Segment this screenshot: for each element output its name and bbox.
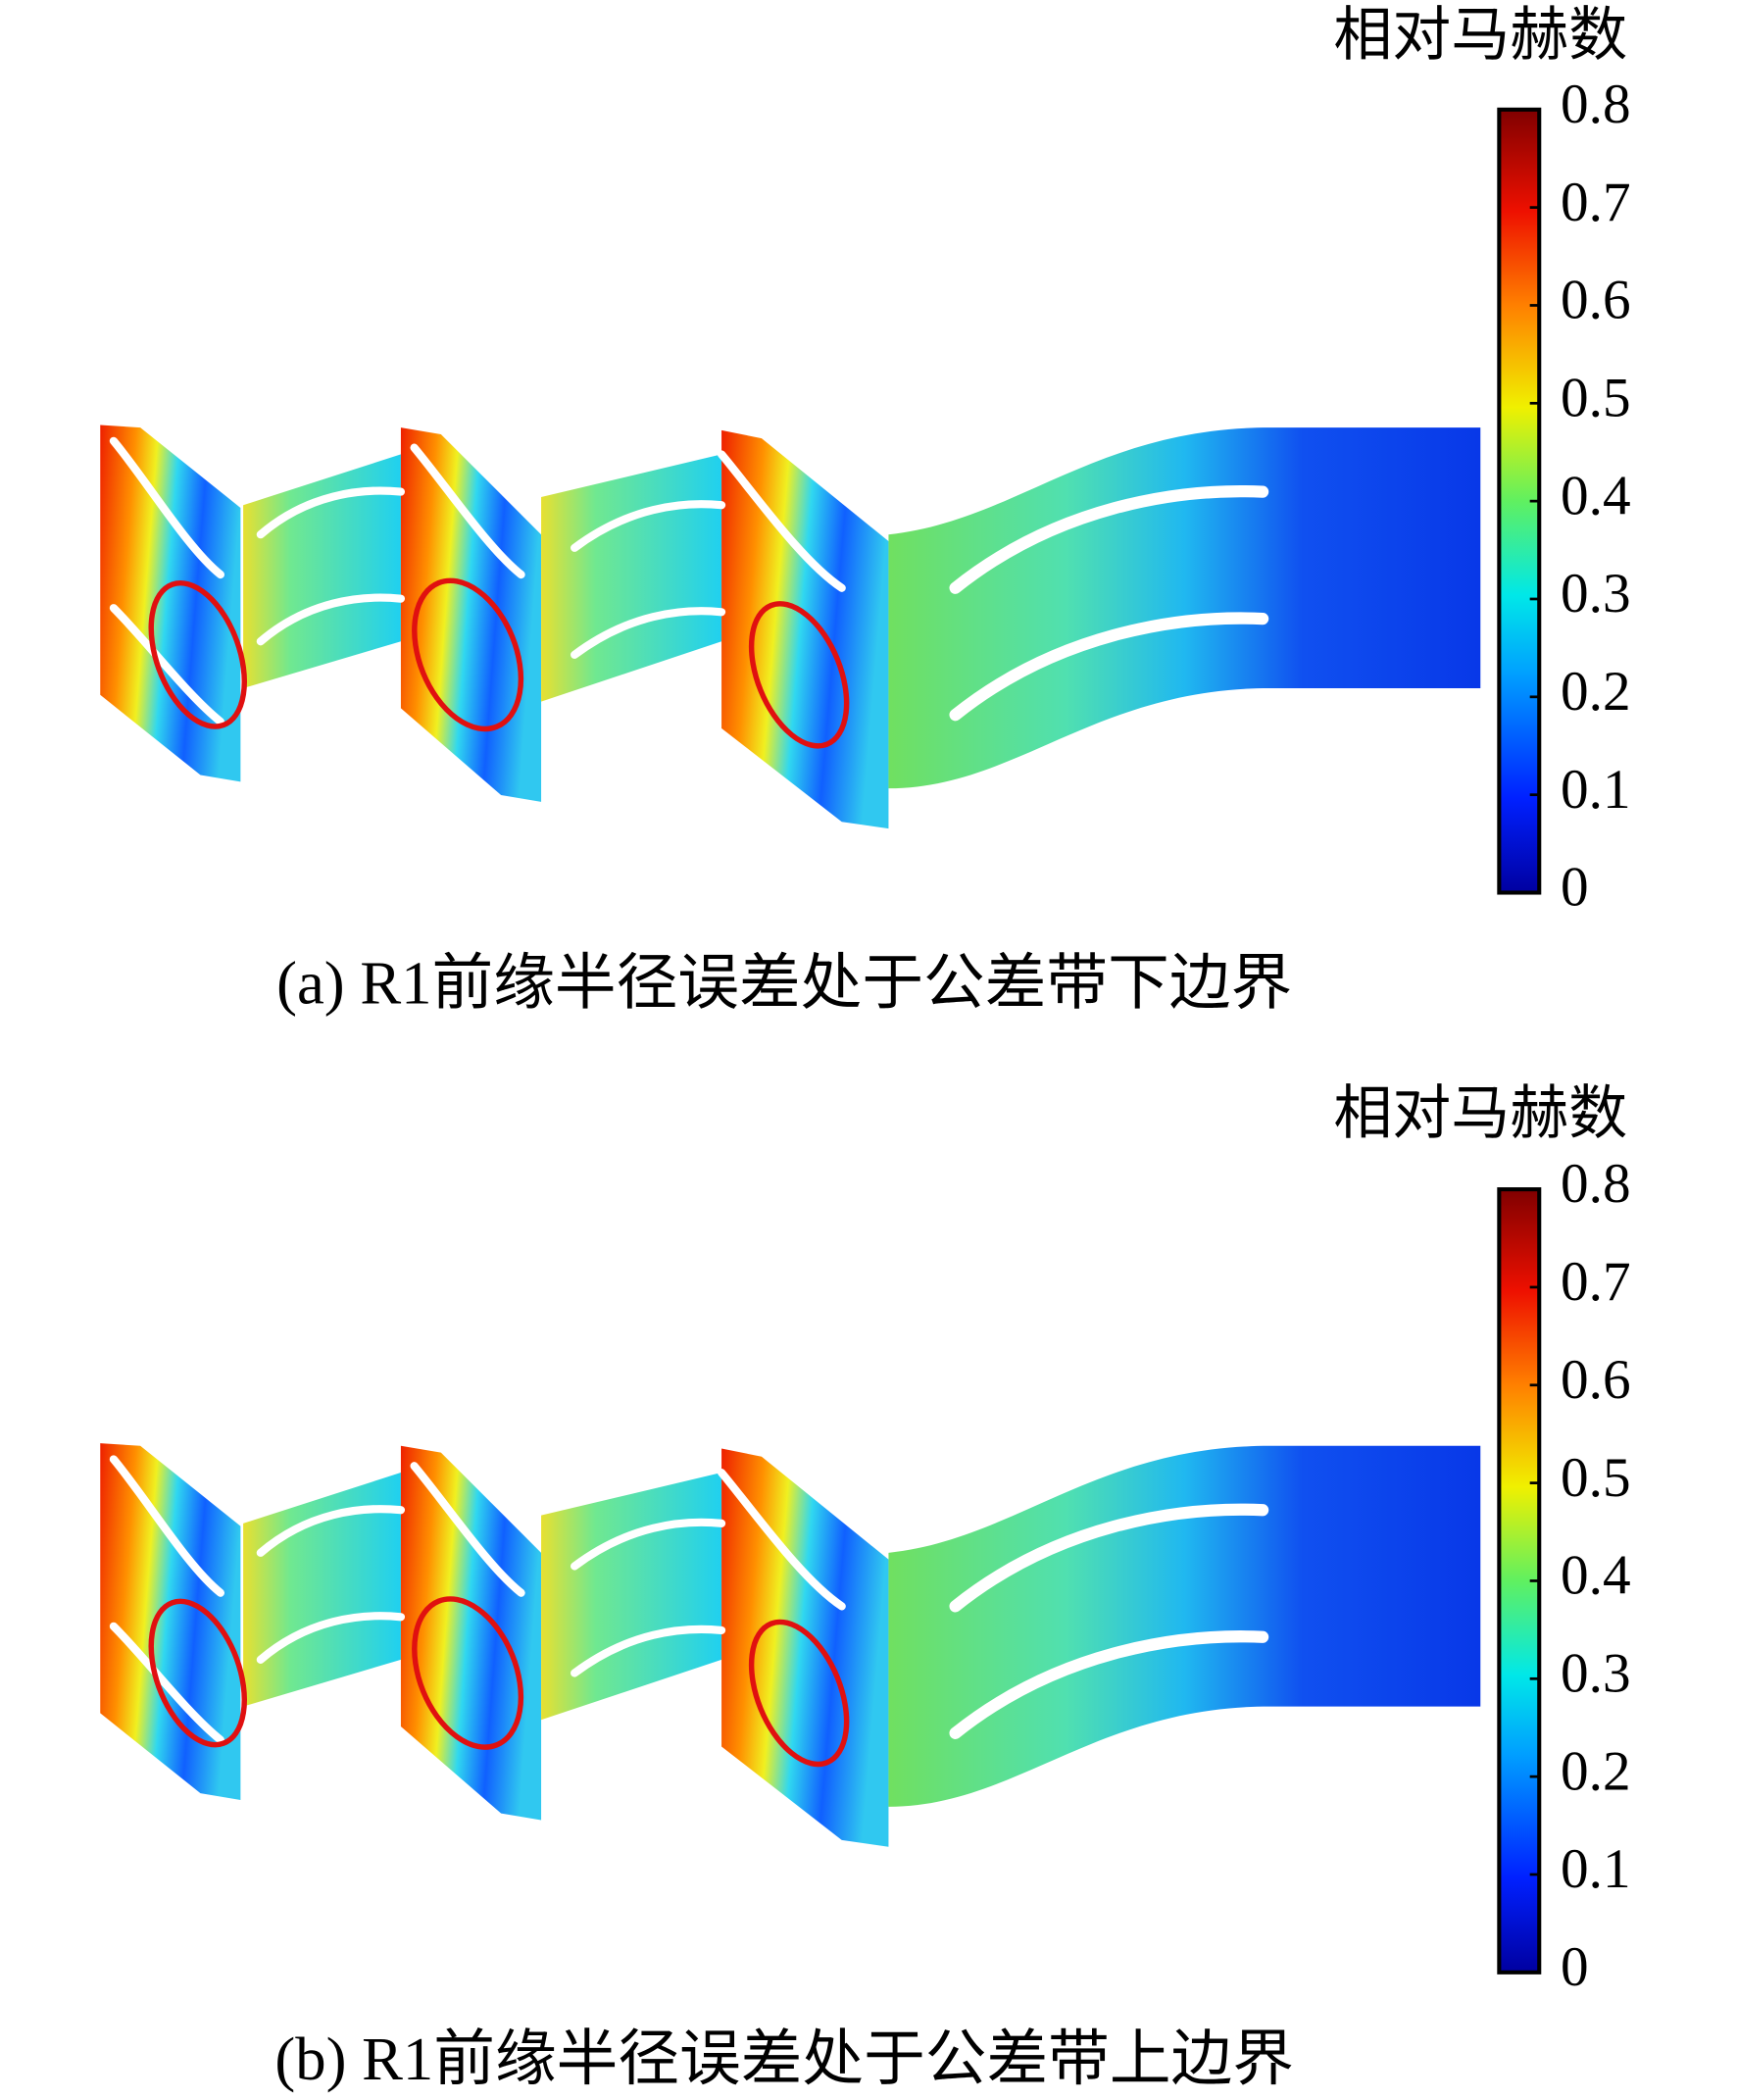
colorbar-tick-label: 0.7 (1561, 172, 1631, 233)
colorbar-tick-label: 0.1 (1561, 1838, 1631, 1900)
colorbar-tick-label: 0 (1561, 857, 1589, 919)
caption: (b) R1前缘半径误差处于公差带上边界 (274, 2025, 1294, 2093)
colorbar-tick-label: 0.5 (1561, 1447, 1631, 1509)
colorbar-tick-label: 0.1 (1561, 759, 1631, 821)
caption: (a) R1前缘半径误差处于公差带下边界 (276, 949, 1292, 1018)
colorbar-title: 相对马赫数 (1333, 1081, 1627, 1146)
colorbar-tick-label: 0.6 (1561, 270, 1631, 331)
colorbar-tick-label: 0.5 (1561, 367, 1631, 428)
colorbar-tick-label: 0.2 (1561, 1740, 1631, 1802)
colorbar-tick-label: 0.8 (1561, 74, 1631, 135)
flow-field-b (100, 1443, 1480, 1847)
colorbar-tick-label: 0 (1561, 1936, 1589, 1998)
colorbar-tick-label: 0.6 (1561, 1349, 1631, 1411)
colorbar-tick-label: 0.3 (1561, 1642, 1631, 1704)
colorbar-tick-label: 0.4 (1561, 1545, 1631, 1607)
colorbar-title: 相对马赫数 (1333, 3, 1627, 68)
flow-field-a (100, 425, 1480, 828)
colorbar-tick-label: 0.7 (1561, 1251, 1631, 1313)
colorbar-tick-label: 0.8 (1561, 1153, 1631, 1215)
colorbar-tick-label: 0.4 (1561, 465, 1631, 526)
colorbar-tick-label: 0.2 (1561, 661, 1631, 723)
colorbar-tick-label: 0.3 (1561, 563, 1631, 625)
